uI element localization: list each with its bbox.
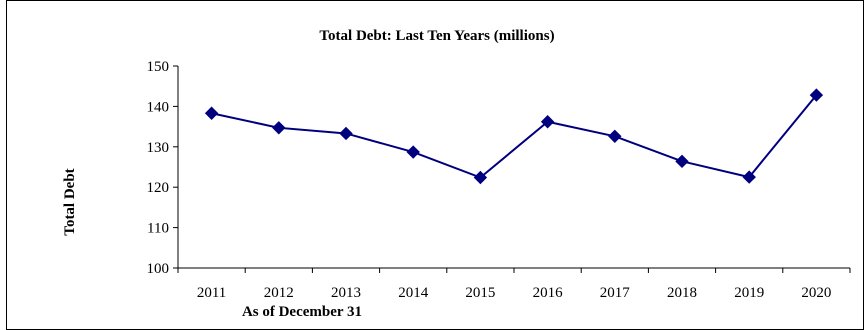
axes	[173, 65, 851, 273]
data-point-marker	[675, 154, 689, 169]
y-axis-title: Total Debt	[62, 168, 78, 235]
x-axis-title: As of December 31	[242, 304, 362, 320]
x-tick-label: 2020	[801, 285, 831, 301]
x-tick-label: 2011	[197, 285, 226, 301]
x-tick-label: 2013	[331, 285, 361, 301]
data-point-marker	[608, 129, 622, 144]
data-point-marker	[473, 170, 488, 185]
y-tick-label: 100	[147, 261, 170, 277]
data-point-marker	[339, 126, 353, 141]
y-tick-label: 150	[147, 59, 170, 75]
x-tick-label: 2014	[398, 285, 429, 301]
x-tick-label: 2016	[533, 285, 564, 301]
chart-frame: Total Debt: Last Ten Years (millions) To…	[6, 0, 864, 330]
data-point-marker	[540, 115, 555, 129]
x-tick-label: 2017	[600, 285, 631, 301]
chart-title: Total Debt: Last Ten Years (millions)	[319, 28, 554, 44]
series-layer	[204, 88, 824, 185]
line-chart: Total Debt: Last Ten Years (millions) To…	[62, 28, 851, 320]
data-point-marker	[204, 106, 219, 120]
data-point-marker	[809, 88, 824, 102]
y-tick-label: 110	[147, 221, 169, 237]
x-tick-label: 2015	[465, 285, 495, 301]
x-tick-label: 2019	[734, 285, 764, 301]
series-line	[211, 94, 818, 179]
tick-labels: 100 110 120 130 140 150 2011 2012 2013 2014 2015 20…	[147, 59, 832, 301]
data-point-marker	[742, 170, 756, 184]
data-point-marker	[272, 121, 286, 135]
x-tick-label: 2018	[667, 285, 697, 301]
x-tick-label: 2012	[264, 285, 294, 301]
data-point-marker	[406, 145, 420, 159]
y-tick-label: 140	[147, 99, 170, 115]
y-tick-label: 130	[147, 140, 170, 156]
y-tick-label: 120	[147, 180, 170, 196]
